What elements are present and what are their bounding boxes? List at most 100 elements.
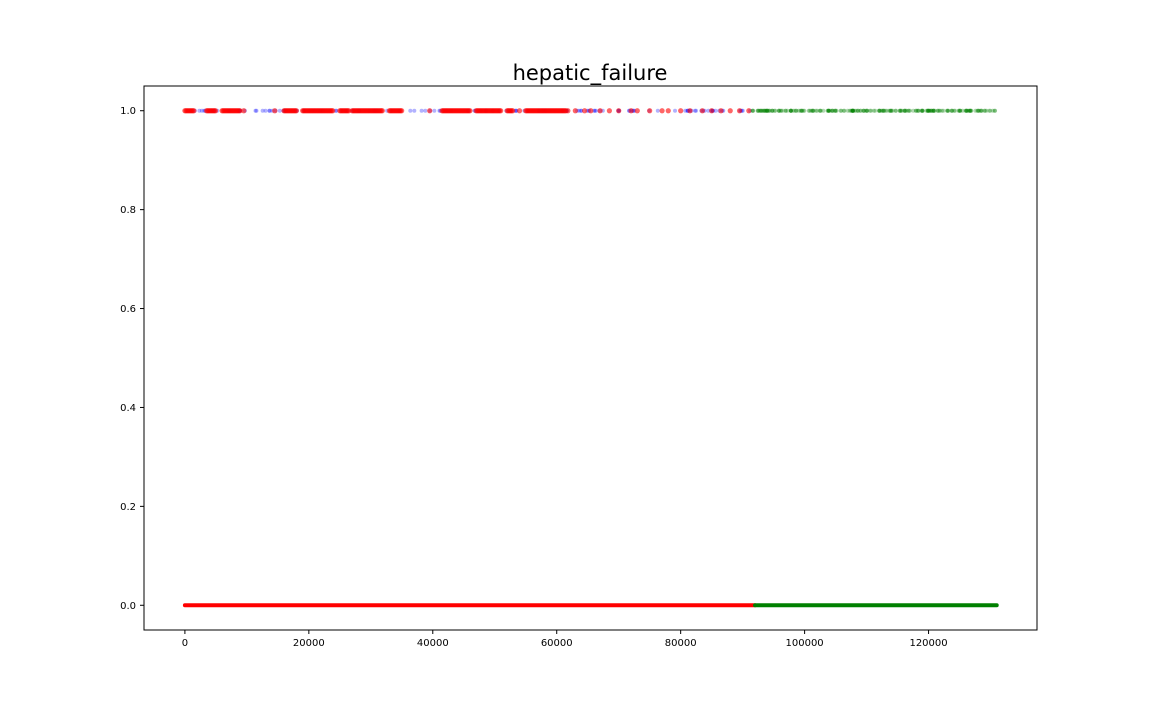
series-2-point [330, 108, 336, 114]
plot-area-frame [143, 85, 1038, 631]
series-3-point [946, 108, 951, 113]
series-3-point [964, 108, 969, 113]
series-1-point [592, 108, 597, 113]
series-3-point [944, 108, 949, 113]
series-2-point [678, 108, 684, 114]
series-3-point [920, 108, 925, 113]
series-3-point [758, 108, 763, 113]
series-3-point [898, 108, 903, 113]
series-2-point [746, 108, 752, 114]
series-3-point [963, 108, 968, 113]
series-3-point [906, 108, 911, 113]
series-3-point [842, 108, 847, 113]
series-2-point [293, 108, 299, 114]
series-3-point [897, 108, 902, 113]
series-3-point [949, 108, 954, 113]
series-3-point [800, 108, 805, 113]
series-3-point [850, 108, 855, 113]
series-1-point [423, 108, 428, 113]
series-3-point [992, 108, 997, 113]
series-3-point [868, 108, 873, 113]
series-3-point [785, 108, 790, 113]
series-3-point [826, 108, 831, 113]
series-1-point [267, 108, 272, 113]
series-3-point [839, 108, 844, 113]
series-1-point [263, 108, 268, 113]
series-3-point [965, 108, 970, 113]
series-3-point [926, 108, 931, 113]
series-3-point [893, 108, 898, 113]
series-2-point [498, 108, 504, 114]
series-2-point [687, 108, 693, 114]
series-3-point [826, 108, 831, 113]
series-3-point [888, 108, 893, 113]
series-3-point [864, 108, 869, 113]
series-3-point [969, 108, 974, 113]
series-3-point [935, 108, 940, 113]
series-3-point [799, 108, 804, 113]
series-2-point [736, 108, 743, 114]
y-tick-label: 0.4 [120, 403, 136, 414]
series-3-point [778, 108, 783, 113]
series-3-point [761, 108, 766, 113]
x-tick-label: 20000 [293, 638, 325, 649]
series-3-point [993, 108, 998, 113]
series-3-point [979, 108, 984, 113]
series-1-point [254, 108, 259, 113]
series-2-point [665, 108, 671, 114]
series-3-point [950, 108, 955, 113]
series-2-point [647, 108, 653, 114]
series-3-point [899, 108, 904, 113]
series-3-point [938, 108, 943, 113]
series-2-point [616, 108, 622, 114]
series-3-point [818, 108, 823, 113]
series-3-point [902, 108, 907, 113]
x-tick-label: 80000 [665, 638, 697, 649]
series-3-point [788, 108, 793, 113]
series-3-point [818, 108, 823, 113]
series-3-point [764, 108, 769, 113]
series-3-point [925, 108, 930, 113]
series-3-point [977, 108, 982, 113]
series-3-point [967, 108, 972, 113]
series-3-point [841, 108, 846, 113]
series-3-point [763, 108, 768, 113]
series-3-point [929, 108, 934, 113]
plot-marks [182, 108, 999, 608]
series-3-point [898, 108, 903, 113]
series-3-point [864, 108, 869, 113]
series-3-point [968, 108, 973, 113]
series-3-point [791, 108, 796, 113]
series-3-point [957, 108, 962, 113]
y-tick-label: 0.6 [120, 304, 136, 315]
series-3-point [941, 108, 946, 113]
series-3-point [783, 108, 788, 113]
x-tick-label: 40000 [417, 638, 449, 649]
series-3-point [851, 108, 856, 113]
series-3-point [978, 108, 983, 113]
series-3-point [926, 108, 931, 113]
series-3-point [979, 108, 984, 113]
series-3-point [984, 108, 989, 113]
series-3-point [850, 108, 855, 113]
series-2-point [399, 108, 405, 114]
series-3-point [811, 108, 816, 113]
series-3-point [770, 108, 775, 113]
series-3-point [755, 108, 760, 113]
series-3-point [750, 108, 755, 113]
series-3-point [968, 108, 973, 113]
series-3-point [902, 108, 907, 113]
series-1-point [277, 108, 282, 113]
series-3-point [845, 108, 850, 113]
series-3-point [780, 108, 785, 113]
series-3-point [987, 108, 992, 113]
series-3-point [798, 108, 803, 113]
series-3-point [873, 108, 878, 113]
series-3-point [914, 108, 918, 113]
x-tick-label: 60000 [541, 638, 573, 649]
series-3-point [807, 108, 812, 113]
series-3-point [783, 108, 788, 113]
series-3-point [815, 108, 820, 113]
series-3-point [757, 108, 762, 113]
